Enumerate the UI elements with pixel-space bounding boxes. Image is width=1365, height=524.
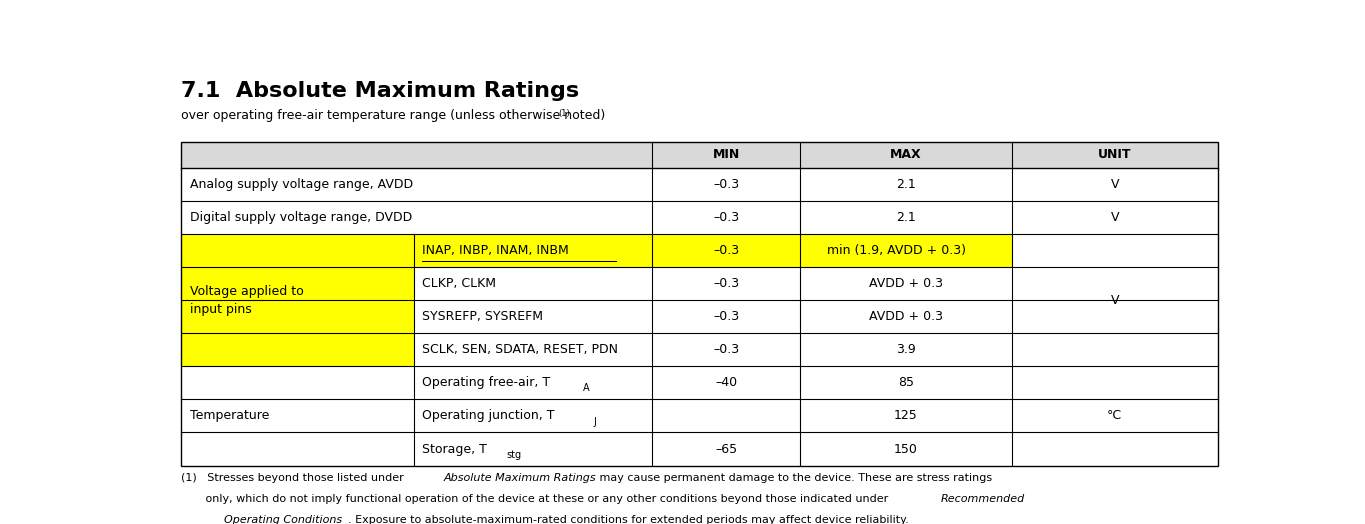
Text: Operating junction, T: Operating junction, T [422,409,556,422]
Text: stg: stg [506,450,521,460]
Bar [652,234,800,267]
Bar [182,141,1218,465]
Text: (1): (1) [558,110,569,118]
Text: 125: 125 [894,409,917,422]
Text: INAP, INBP, INAM, INBM: INAP, INBP, INAM, INBM [422,244,569,257]
Text: 7.1  Absolute Maximum Ratings: 7.1 Absolute Maximum Ratings [182,81,579,101]
Text: Analog supply voltage range, AVDD: Analog supply voltage range, AVDD [190,178,412,191]
Text: Digital supply voltage range, DVDD: Digital supply voltage range, DVDD [190,211,412,224]
Text: Voltage applied to
input pins: Voltage applied to input pins [190,285,303,315]
Text: –65: –65 [715,442,737,455]
Text: V: V [1111,178,1119,191]
Bar [414,300,1011,333]
Text: –0.3: –0.3 [713,211,738,224]
Text: V: V [1111,293,1119,307]
Text: Storage, T: Storage, T [422,442,487,455]
Text: 2.1: 2.1 [895,178,916,191]
Text: 85: 85 [898,376,913,389]
Text: 150: 150 [894,442,917,455]
Bar [182,234,414,366]
Text: may cause permanent damage to the device. These are stress ratings: may cause permanent damage to the device… [597,473,992,483]
Bar [800,234,1011,267]
Text: over operating free-air temperature range (unless otherwise noted): over operating free-air temperature rang… [182,110,606,122]
Bar [414,333,1011,366]
Text: Temperature: Temperature [190,409,269,422]
Text: Absolute Maximum Ratings: Absolute Maximum Ratings [444,473,597,483]
Text: Operating free-air, T: Operating free-air, T [422,376,550,389]
Text: Recommended: Recommended [940,494,1025,504]
Text: (1)   Stresses beyond those listed under: (1) Stresses beyond those listed under [182,473,408,483]
Text: –40: –40 [715,376,737,389]
Text: –0.3: –0.3 [713,277,738,290]
Text: V: V [1111,211,1119,224]
Bar [182,168,1218,201]
Text: °C: °C [1107,409,1122,422]
Text: 3.9: 3.9 [895,343,916,356]
Text: –0.3: –0.3 [713,244,738,257]
Bar [1011,234,1218,366]
Bar [414,234,652,267]
Bar [414,267,1011,300]
Text: J: J [594,417,597,427]
Text: 2.1: 2.1 [895,211,916,224]
Text: CLKP, CLKM: CLKP, CLKM [422,277,497,290]
Bar [182,366,1218,465]
Text: –0.3: –0.3 [713,178,738,191]
Text: SYSREFP, SYSREFM: SYSREFP, SYSREFM [422,310,543,323]
Text: UNIT: UNIT [1097,148,1132,161]
Bar [182,201,1218,234]
Text: MAX: MAX [890,148,921,161]
Text: min (1.9, AVDD + 0.3): min (1.9, AVDD + 0.3) [827,244,965,257]
Text: SCLK, SEN, SDATA, RESET, PDN: SCLK, SEN, SDATA, RESET, PDN [422,343,618,356]
Text: –0.3: –0.3 [713,343,738,356]
Text: –0.3: –0.3 [713,310,738,323]
Text: AVDD + 0.3: AVDD + 0.3 [870,310,943,323]
Text: MIN: MIN [713,148,740,161]
Bar [182,141,1218,168]
Text: . Exposure to absolute-maximum-rated conditions for extended periods may affect : . Exposure to absolute-maximum-rated con… [348,515,909,524]
Text: A: A [583,384,590,394]
Text: Operating Conditions: Operating Conditions [224,515,341,524]
Text: AVDD + 0.3: AVDD + 0.3 [870,277,943,290]
Text: only, which do not imply functional operation of the device at these or any othe: only, which do not imply functional oper… [182,494,891,504]
